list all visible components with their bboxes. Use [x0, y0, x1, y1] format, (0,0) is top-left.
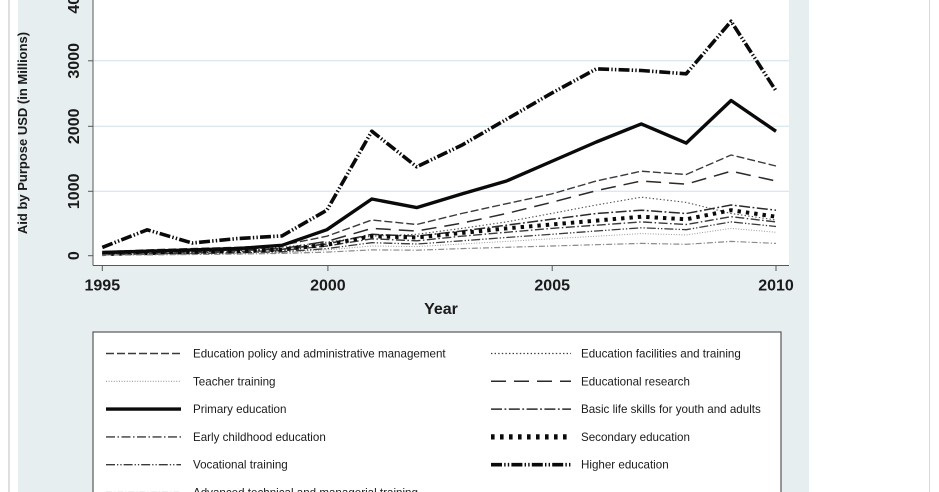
svg-text:Educational research: Educational research	[581, 375, 690, 388]
svg-text:Higher education: Higher education	[581, 459, 669, 472]
svg-text:Advanced technical and manager: Advanced technical and managerial traini…	[193, 487, 418, 492]
svg-text:Basic life skills for youth an: Basic life skills for youth and adults	[581, 403, 761, 416]
svg-text:Education facilities and train: Education facilities and training	[581, 348, 741, 361]
svg-text:Secondary education: Secondary education	[581, 431, 690, 444]
svg-text:Teacher training: Teacher training	[193, 375, 276, 388]
svg-text:Education policy and administr: Education policy and administrative mana…	[193, 348, 446, 361]
svg-text:Primary education: Primary education	[193, 403, 286, 416]
svg-text:Vocational training: Vocational training	[193, 459, 288, 472]
svg-text:Early childhood education: Early childhood education	[193, 431, 326, 444]
